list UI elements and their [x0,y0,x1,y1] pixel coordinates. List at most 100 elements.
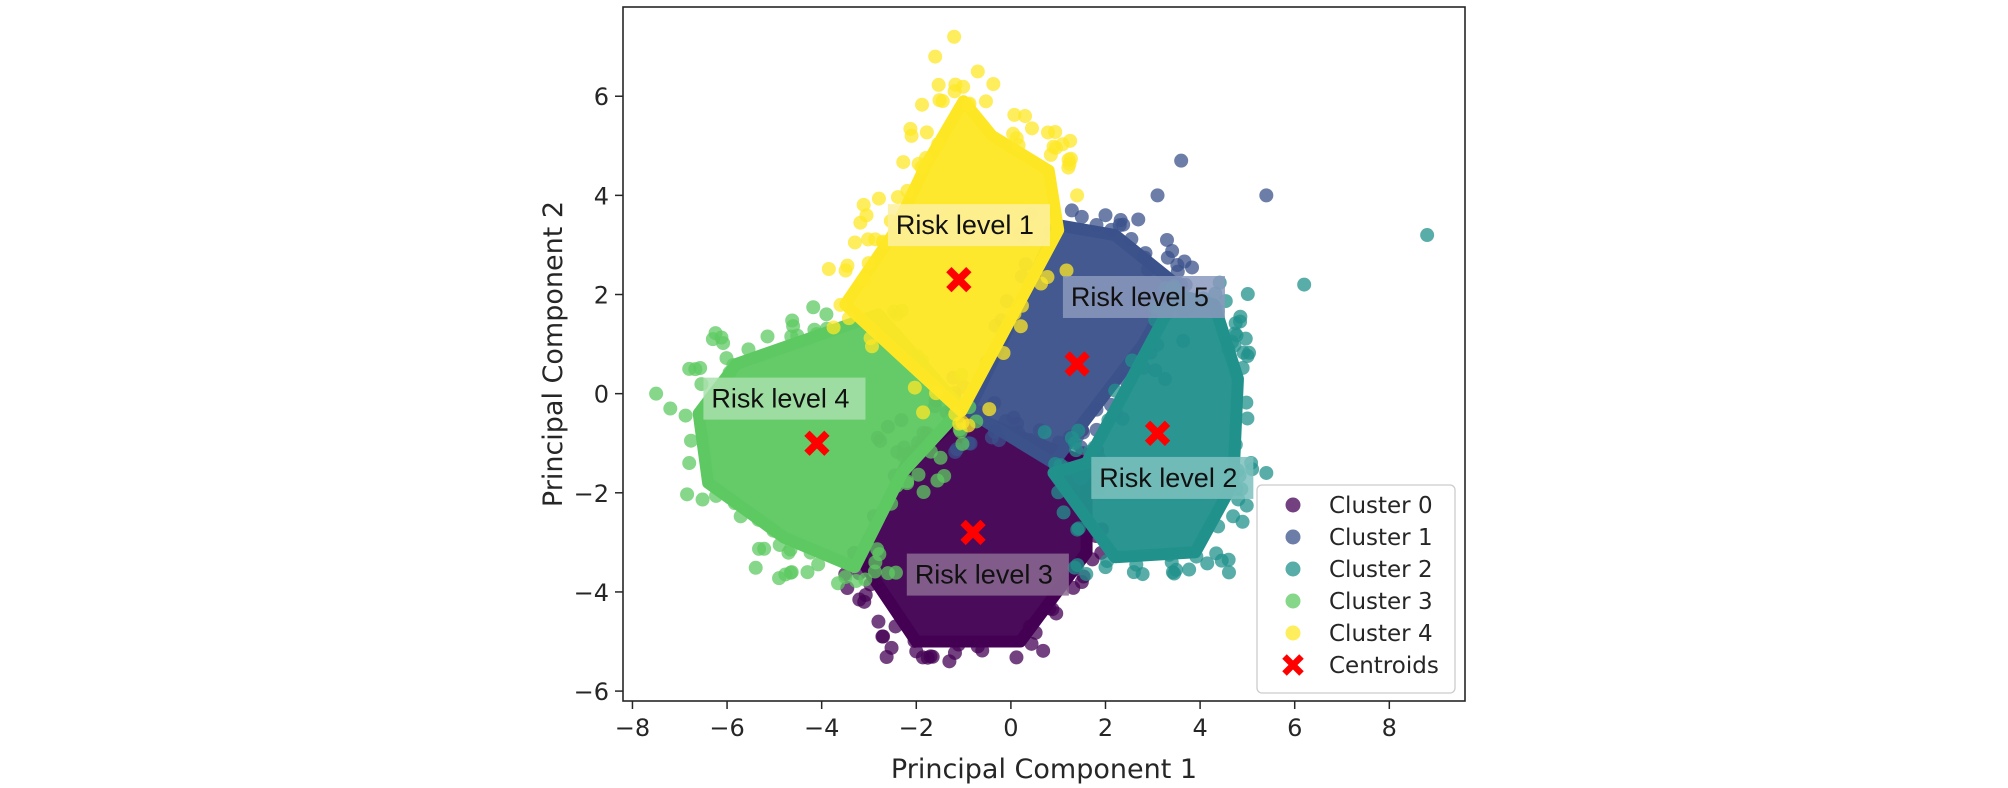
legend-entry: Cluster 2 [1285,557,1433,583]
cluster-4-edge-point [821,261,836,276]
risk-label-box [906,553,1069,596]
y-tick-label: 0 [594,381,609,409]
cluster-3-point [800,565,815,580]
cluster-2-edge-point [1056,505,1071,520]
legend-label: Cluster 0 [1329,493,1433,519]
cluster-2-edge-point [1079,567,1094,582]
cluster-3-edge-point [790,328,805,343]
cluster-4-edge-point [1063,151,1078,166]
risk-label-2: Risk level 4 [703,377,866,420]
cluster-4-edge-point [907,380,922,395]
cluster-2-edge-point [1233,314,1248,329]
cluster-1-edge-point [1124,232,1139,247]
cluster-2-edge-point [1228,437,1243,452]
cluster-4-edge-point [1007,107,1022,122]
cluster-2-point [1297,277,1312,292]
risk-label-text: Risk level 2 [1099,463,1237,493]
cluster-3-edge-point [684,433,699,448]
legend-swatch [1285,561,1301,577]
legend: Cluster 0 Cluster 1 Cluster 2 Cluster 3 Clus… [1256,484,1456,694]
y-tick-label: 2 [594,282,609,310]
cluster-4-edge-point [961,418,976,433]
cluster-3-edge-point [727,496,742,511]
cluster-4-edge-point [978,94,993,109]
legend-entry: Cluster 0 [1285,493,1433,519]
centroid-marker [1064,351,1090,377]
cluster-3-point [663,401,678,416]
cluster-3-edge-point [733,509,748,524]
cluster-4-edge-point [982,402,997,417]
cluster-1-edge-point [1138,246,1153,261]
risk-label-text: Risk level 1 [896,210,1034,240]
cluster-4-edge-point [871,191,886,206]
x-tick-label: 6 [1287,714,1302,742]
cluster-4-point [857,272,872,287]
y-tick-label: −2 [574,480,609,508]
y-tick-label: 6 [594,83,609,111]
cluster-3-edge-point [741,342,756,357]
cluster-1-point [1098,208,1113,223]
cluster-3-edge-point [722,365,737,380]
cluster-1-point [1174,153,1189,168]
cluster-4-edge-point [861,256,876,271]
centroid-marker [1144,420,1171,446]
legend-swatch [1285,625,1301,641]
cluster-4-edge-point [896,155,911,170]
risk-label-0: Risk level 1 [887,204,1050,247]
cluster-2-edge-point [1051,485,1066,500]
cluster-2-edge-point [1242,345,1257,360]
cluster-4-edge-point [826,320,841,335]
risk-label-text: Risk level 5 [1071,282,1209,312]
cluster-2-edge-point [1226,509,1241,524]
plot-frame [622,6,1466,702]
cluster-3-edge-point [693,361,708,376]
cluster-2-edge-point [1087,440,1102,455]
cluster-1-point [1159,232,1174,247]
cluster-2-edge-point [1125,353,1140,368]
cluster-2-edge-point [1048,457,1063,472]
centroid-marker [946,266,972,293]
cluster-2-point [1259,465,1274,480]
cluster-3-edge-point [757,541,772,556]
cluster-3-edge-point [695,492,710,507]
cluster-2-edge-point [1200,556,1215,571]
cluster-3-point [838,570,853,585]
cluster-3-edge-point [785,313,800,328]
risk-label-1: Risk level 5 [1062,275,1225,318]
cluster-3-edge-point [678,408,693,423]
legend-swatch [1285,497,1301,513]
cluster-3-edge-point [930,473,945,488]
cluster-3-edge-point [888,565,903,580]
cluster-3-edge-point [709,488,724,503]
cluster-2-edge-point [1108,383,1123,398]
cluster-1-edge-point [1177,254,1192,269]
cluster-4-edge-point [1013,319,1028,334]
cluster-4-edge-point [1006,126,1021,141]
cluster-2-point [1240,411,1255,426]
cluster-4-point [970,64,985,79]
risk-label-4: Risk level 3 [906,553,1069,596]
risk-label-box [887,204,1050,247]
cluster-3-edge-point [923,444,938,459]
cluster-0-point [1022,619,1037,634]
centroid-layer [804,266,1171,546]
cluster-1-point [1150,188,1165,203]
cluster-1-edge-point [1089,218,1104,233]
cluster-3-edge-point [884,496,899,511]
legend-entry: Cluster 1 [1285,525,1433,551]
centroid-marker [804,430,830,456]
x-tick-label: −2 [899,714,934,742]
cluster-4-edge-point [962,96,977,111]
cluster-3-point [819,307,834,322]
cluster-3-edge-point [719,351,734,366]
legend-label: Cluster 4 [1329,621,1433,647]
cluster-4-point [904,128,919,143]
cluster-3-point [682,361,697,376]
cluster-2-point [1126,565,1141,580]
cluster-1-edge-point [1089,402,1104,417]
cluster-2-edge-point [1211,519,1226,534]
cluster-4-edge-point [931,77,946,92]
cluster-4-edge-point [847,235,862,250]
x-axis-title: Principal Component 1 [891,754,1197,785]
legend-box [1256,484,1456,694]
